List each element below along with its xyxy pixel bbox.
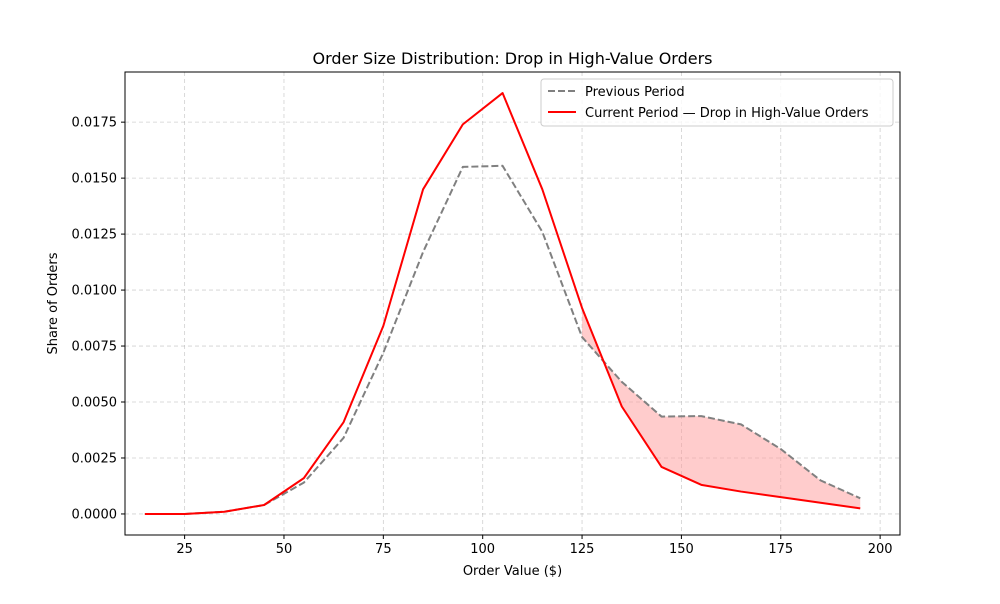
legend-label-previous: Previous Period: [585, 85, 685, 100]
y-tick-label: 0.0025: [72, 451, 118, 466]
x-tick-label: 125: [570, 542, 595, 557]
y-tick-label: 0.0100: [72, 284, 118, 299]
y-tick-label: 0.0175: [72, 116, 118, 131]
y-tick-label: 0.0125: [72, 228, 118, 243]
shaded-gap-polygon: [582, 307, 861, 509]
y-tick-label: 0.0000: [72, 507, 118, 522]
x-axis-label: Order Value ($): [463, 564, 562, 579]
series-line-current: [144, 92, 861, 515]
y-tick-label: 0.0150: [72, 172, 118, 187]
x-tick-label: 25: [176, 542, 193, 557]
x-tick-label: 100: [470, 542, 495, 557]
series-line-previous: [144, 164, 861, 515]
y-axis-label: Share of Orders: [46, 252, 61, 354]
chart-title: Order Size Distribution: Drop in High-Va…: [313, 49, 713, 68]
x-tick-label: 150: [669, 542, 694, 557]
plot-frame: [124, 71, 901, 536]
x-tick-label: 200: [868, 542, 893, 557]
x-tick-label: 175: [768, 542, 793, 557]
x-axis-ticks: 25 50 75 100 125 150 175 200: [176, 535, 893, 557]
legend: Previous Period Current Period — Drop in…: [540, 78, 894, 127]
legend-label-current: Current Period — Drop in High-Value Orde…: [585, 106, 869, 121]
x-tick-label: 75: [375, 542, 392, 557]
y-tick-label: 0.0050: [72, 396, 118, 411]
y-tick-label: 0.0075: [72, 340, 118, 355]
shaded-gap-area: [582, 307, 861, 509]
series-lines: [144, 92, 861, 515]
legend-box: [540, 78, 894, 127]
x-tick-label: 50: [276, 542, 293, 557]
y-axis-ticks: 0.0000 0.0025 0.0050 0.0075 0.0100 0.0125 0.01…: [72, 116, 125, 522]
